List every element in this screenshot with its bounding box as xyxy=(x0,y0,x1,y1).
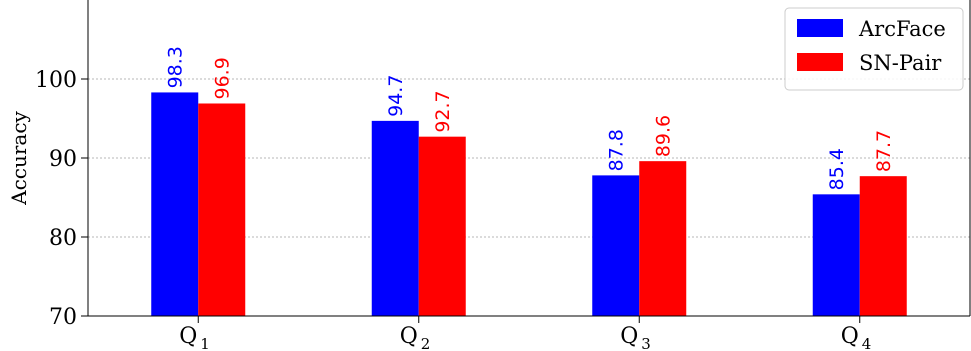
bar-arcface xyxy=(371,120,419,317)
data-label: 89.6 xyxy=(653,115,675,157)
data-label: 87.7 xyxy=(873,130,895,172)
y-axis-label: Accuracy xyxy=(7,110,31,205)
x-tick-subscript: 3 xyxy=(641,335,651,351)
x-tick-subscript: 2 xyxy=(421,335,431,351)
y-tick-label: 100 xyxy=(35,68,77,93)
bar-arcface xyxy=(812,194,860,316)
data-label: 94.7 xyxy=(385,75,407,117)
x-tick-subscript: 1 xyxy=(200,335,210,351)
legend-swatch-arcface xyxy=(797,19,843,37)
bar-sn-pair xyxy=(859,176,907,316)
x-tick-label: Q xyxy=(179,324,197,349)
data-label: 92.7 xyxy=(432,90,454,132)
x-tick-label: Q xyxy=(841,324,859,349)
data-label: 96.9 xyxy=(212,57,234,99)
legend: ArcFace SN-Pair xyxy=(784,7,964,91)
x-tick-subscript: 4 xyxy=(862,335,872,351)
bar-arcface xyxy=(151,92,199,317)
data-label: 98.3 xyxy=(165,46,187,88)
y-axis-ticks: 70 80 90 100 xyxy=(35,68,88,330)
bar-arcface xyxy=(592,175,640,316)
data-labels: 98.3 96.9 94.7 92.7 87.8 89.6 85.4 87.7 xyxy=(165,46,896,190)
x-tick-label: Q xyxy=(620,324,638,349)
y-tick-label: 80 xyxy=(49,226,77,251)
x-tick-label: Q xyxy=(400,324,418,349)
grid-lines xyxy=(88,78,970,238)
legend-label: ArcFace xyxy=(858,17,946,41)
y-tick-label: 90 xyxy=(49,147,77,172)
legend-label: SN-Pair xyxy=(859,51,942,75)
y-tick-label: 70 xyxy=(49,305,77,330)
bar-sn-pair xyxy=(639,161,687,316)
legend-swatch-sn-pair xyxy=(797,53,843,71)
bars xyxy=(151,92,907,317)
bar-sn-pair xyxy=(198,103,246,317)
data-label: 87.8 xyxy=(606,129,628,171)
bar-sn-pair xyxy=(418,136,466,316)
data-label: 85.4 xyxy=(826,148,848,190)
